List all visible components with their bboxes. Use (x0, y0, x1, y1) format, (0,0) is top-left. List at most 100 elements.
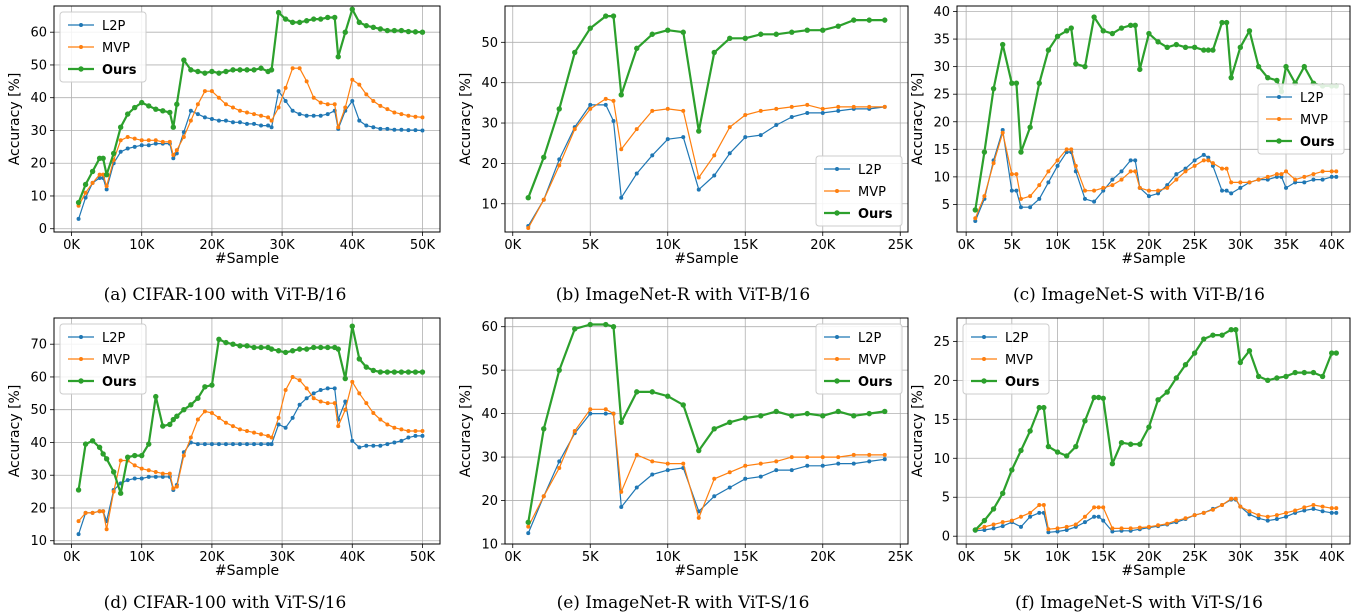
data-point-ours (1182, 362, 1189, 368)
data-point-mvp (83, 190, 88, 195)
data-point-mvp (1146, 188, 1151, 193)
data-point-mvp (266, 115, 271, 120)
data-point-l2p (836, 461, 841, 466)
data-point-mvp (1101, 185, 1106, 190)
data-point-mvp (557, 163, 562, 168)
data-point-l2p (118, 149, 123, 154)
data-point-mvp (160, 471, 165, 476)
panel-caption: (c) ImageNet-S with ViT-B/16 (1013, 285, 1265, 305)
data-point-mvp (805, 455, 810, 460)
data-point-ours (1068, 25, 1074, 31)
x-tick-label: 5K (582, 238, 599, 253)
data-point-l2p (1311, 177, 1316, 182)
legend-label-mvp: MVP (858, 185, 886, 200)
data-point-ours (124, 454, 131, 460)
data-point-ours (1274, 77, 1280, 84)
legend-label-mvp: MVP (1005, 353, 1033, 368)
data-point-l2p (1133, 158, 1138, 163)
legend-label-ours: Ours (102, 375, 137, 390)
data-point-l2p (603, 411, 608, 416)
data-point-l2p (202, 115, 207, 120)
data-point-ours (789, 29, 795, 35)
data-point-ours (882, 17, 888, 23)
data-point-l2p (413, 128, 418, 133)
data-point-l2p (350, 98, 355, 103)
data-point-mvp (712, 153, 717, 158)
data-point-mvp (712, 476, 717, 481)
data-point-l2p (371, 443, 376, 448)
data-point-l2p (1156, 191, 1161, 196)
data-point-ours (377, 369, 384, 375)
data-point-mvp (1055, 158, 1060, 163)
data-point-ours (384, 369, 391, 375)
x-tick-label: 40K (1319, 238, 1345, 253)
data-point-mvp (603, 407, 608, 412)
data-point-ours (1027, 124, 1033, 130)
data-point-mvp (1092, 505, 1097, 510)
data-point-mvp (611, 98, 616, 103)
data-point-l2p (1165, 183, 1170, 188)
data-point-l2p (332, 386, 337, 391)
y-tick-label: 10 (933, 170, 950, 185)
data-point-mvp (318, 100, 323, 105)
legend-marker-ours (981, 378, 987, 384)
data-point-mvp (1274, 513, 1279, 518)
y-tick-label: 50 (481, 364, 498, 379)
data-point-ours (89, 168, 96, 175)
panel-e: 0K 5K 10K 15K 20K 25K 10 20 30 40 50 60 #Sample Accur… (458, 317, 914, 613)
data-point-ours (999, 41, 1006, 48)
legend-label-l2p: L2P (858, 163, 882, 178)
data-point-mvp (216, 95, 221, 100)
data-point-ours (82, 181, 89, 188)
x-tick-label: 10K (129, 550, 155, 565)
data-point-l2p (364, 443, 369, 448)
x-tick-label: 30K (270, 238, 296, 253)
data-point-mvp (223, 420, 228, 425)
data-point-l2p (392, 127, 397, 132)
y-axis-label: Accuracy [%] (458, 73, 474, 166)
data-point-mvp (851, 452, 856, 457)
y-axis-label: Accuracy [%] (7, 385, 23, 478)
y-tick-label: 10 (30, 189, 47, 204)
x-tick-label: 40K (340, 550, 366, 565)
data-point-l2p (1284, 185, 1289, 190)
data-point-l2p (588, 411, 593, 416)
data-point-ours (419, 29, 426, 35)
data-point-ours (1100, 395, 1106, 401)
data-point-ours (1265, 377, 1271, 384)
data-point-l2p (266, 123, 271, 128)
data-point-mvp (118, 138, 123, 143)
series-line-l2p (527, 413, 885, 534)
data-point-l2p (1028, 514, 1033, 519)
data-point-l2p (276, 422, 281, 427)
data-point-mvp (650, 108, 655, 113)
data-point-ours (244, 67, 250, 73)
data-point-ours (1319, 373, 1326, 380)
x-tick-label: 25K (888, 550, 914, 565)
data-point-ours (216, 70, 222, 76)
legend-marker-l2p (982, 335, 986, 339)
data-point-mvp (1210, 161, 1215, 166)
data-point-mvp (1320, 169, 1325, 174)
data-point-mvp (392, 425, 397, 430)
data-point-l2p (325, 112, 330, 117)
data-point-mvp (90, 180, 95, 185)
data-point-ours (1027, 428, 1033, 434)
data-point-ours (634, 45, 640, 52)
data-point-mvp (1101, 505, 1106, 510)
data-point-l2p (104, 187, 109, 192)
legend-label-l2p: L2P (858, 331, 882, 346)
data-point-l2p (1329, 174, 1334, 179)
legend-marker-l2p (835, 335, 839, 339)
legend-marker-mvp (79, 45, 83, 49)
data-point-mvp (1110, 183, 1115, 188)
data-point-ours (275, 9, 282, 16)
data-point-l2p (216, 118, 221, 123)
data-point-l2p (259, 123, 264, 128)
data-point-mvp (174, 148, 179, 153)
data-point-ours (237, 67, 243, 73)
data-point-l2p (343, 399, 348, 404)
x-tick-label: 10K (1045, 550, 1071, 565)
data-point-l2p (188, 108, 193, 113)
data-point-l2p (1096, 514, 1101, 519)
